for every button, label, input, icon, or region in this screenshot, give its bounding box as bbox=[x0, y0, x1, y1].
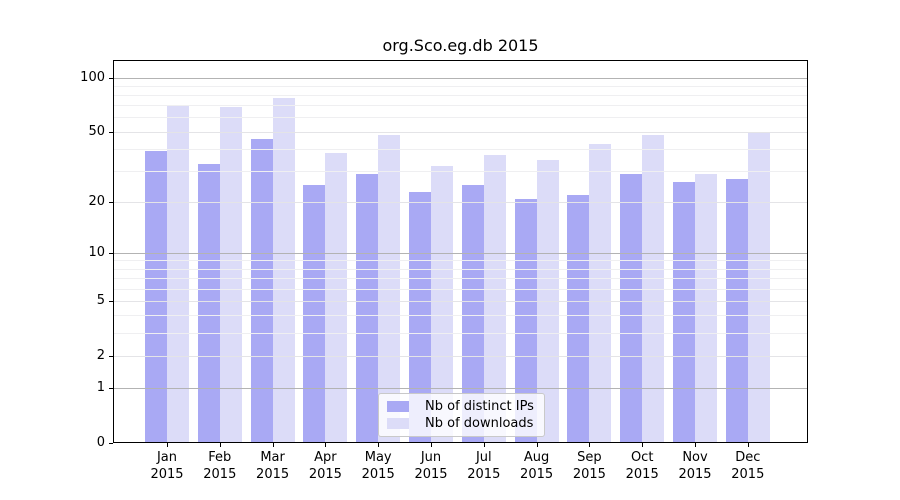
bar-distinct-ips bbox=[725, 179, 748, 443]
grid-line bbox=[113, 355, 808, 357]
grid-line bbox=[113, 94, 808, 96]
bar-distinct-ips bbox=[145, 151, 167, 443]
bar-downloads bbox=[431, 166, 453, 443]
grid-line bbox=[113, 288, 808, 290]
legend-label-distinct-ips: Nb of distinct IPs bbox=[425, 398, 534, 414]
chart-title: org.Sco.eg.db 2015 bbox=[382, 36, 539, 55]
bar-downloads bbox=[695, 174, 717, 443]
grid-line bbox=[113, 278, 808, 280]
x-tick-label: Apr 2015 bbox=[308, 450, 342, 482]
bar-downloads bbox=[325, 153, 348, 443]
grid-line bbox=[113, 300, 808, 302]
legend-swatch-distinct-ips-icon bbox=[387, 400, 409, 412]
bar-distinct-ips bbox=[673, 182, 695, 443]
grid-line bbox=[113, 77, 808, 79]
bar-distinct-ips bbox=[514, 198, 537, 443]
x-tick-label: May 2015 bbox=[361, 450, 395, 482]
bars-layer bbox=[113, 60, 808, 443]
bar-downloads bbox=[589, 143, 612, 443]
legend-label-downloads: Nb of downloads bbox=[425, 416, 534, 432]
x-tick-mark bbox=[219, 443, 221, 447]
bar-downloads bbox=[747, 132, 770, 443]
x-tick-mark bbox=[642, 443, 644, 447]
grid-line bbox=[113, 105, 808, 107]
bar-distinct-ips bbox=[461, 185, 484, 443]
grid-line bbox=[113, 201, 808, 203]
grid-line bbox=[113, 170, 808, 172]
bar-distinct-ips bbox=[567, 195, 590, 443]
bar-distinct-ips bbox=[620, 174, 643, 443]
grid-line bbox=[113, 148, 808, 150]
x-tick-mark bbox=[378, 443, 380, 447]
x-tick-mark bbox=[431, 443, 432, 447]
grid-line bbox=[113, 268, 808, 270]
legend-entry-downloads: Nb of downloads bbox=[387, 416, 536, 431]
bar-downloads bbox=[272, 98, 295, 443]
x-tick-mark bbox=[483, 443, 485, 447]
x-tick-label: Dec 2015 bbox=[731, 450, 765, 482]
x-tick-label: Mar 2015 bbox=[256, 450, 290, 482]
x-tick-mark bbox=[695, 443, 696, 447]
x-tick-mark bbox=[747, 443, 749, 447]
bar-distinct-ips bbox=[197, 164, 220, 443]
x-tick-label: Jul 2015 bbox=[467, 450, 501, 482]
y-tick-label: 5 bbox=[96, 293, 105, 309]
y-tick-mark bbox=[109, 443, 113, 444]
y-tick-label: 1 bbox=[96, 380, 105, 396]
x-tick-mark bbox=[536, 443, 538, 447]
x-tick-label: Nov 2015 bbox=[678, 450, 712, 482]
bar-downloads bbox=[167, 104, 189, 443]
bar-distinct-ips bbox=[250, 138, 273, 443]
bar-distinct-ips bbox=[303, 185, 326, 443]
x-tick-label: Aug 2015 bbox=[520, 450, 554, 482]
x-tick-mark bbox=[167, 443, 168, 447]
grid-line bbox=[113, 131, 808, 133]
x-tick-label: Oct 2015 bbox=[625, 450, 659, 482]
y-tick-label: 2 bbox=[96, 348, 105, 364]
grid-layer bbox=[113, 60, 808, 443]
legend-swatch-downloads-icon bbox=[387, 418, 409, 430]
plot-area: Nb of distinct IPs Nb of downloads bbox=[113, 60, 808, 443]
bar-downloads bbox=[483, 155, 506, 443]
y-tick-label: 20 bbox=[88, 194, 105, 210]
grid-line bbox=[113, 117, 808, 119]
grid-line bbox=[113, 315, 808, 317]
bar-distinct-ips bbox=[356, 174, 379, 443]
grid-line bbox=[113, 85, 808, 87]
bar-downloads bbox=[219, 107, 242, 443]
x-tick-label: Jun 2015 bbox=[414, 450, 448, 482]
legend-entry-distinct-ips: Nb of distinct IPs bbox=[387, 399, 536, 414]
y-tick-label: 0 bbox=[96, 435, 105, 450]
x-tick-label: Feb 2015 bbox=[203, 450, 237, 482]
x-tick-mark bbox=[325, 443, 327, 447]
grid-line bbox=[113, 260, 808, 262]
grid-line bbox=[113, 387, 808, 389]
y-tick-label: 50 bbox=[88, 124, 105, 140]
legend: Nb of distinct IPs Nb of downloads bbox=[378, 393, 545, 437]
x-tick-label: Sep 2015 bbox=[572, 450, 606, 482]
grid-line bbox=[113, 252, 808, 254]
y-tick-label: 100 bbox=[80, 70, 105, 85]
x-tick-mark bbox=[272, 443, 274, 447]
x-tick-mark bbox=[589, 443, 591, 447]
grid-line bbox=[113, 332, 808, 334]
y-tick-label: 10 bbox=[88, 245, 105, 261]
x-tick-label: Jan 2015 bbox=[150, 450, 184, 482]
bar-distinct-ips bbox=[409, 191, 431, 443]
